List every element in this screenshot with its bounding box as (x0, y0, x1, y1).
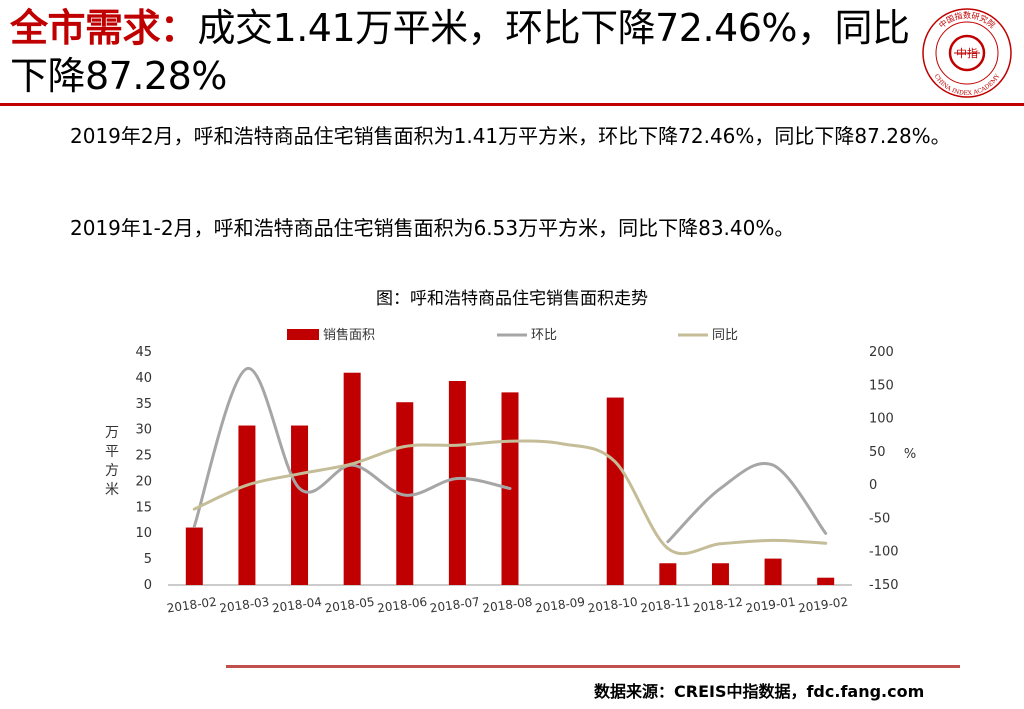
bar-sales (817, 577, 835, 585)
x-tick-label: 2018-07 (429, 595, 481, 616)
chart-title: 图：呼和浩特商品住宅销售面积走势 (376, 289, 648, 309)
legend-label-sales: 销售面积 (323, 327, 375, 343)
logo-center-text: 中指 (956, 46, 978, 60)
bar-sales (343, 372, 361, 585)
x-tick-label: 2019-01 (745, 595, 797, 616)
bar-sales (185, 527, 203, 585)
x-tick-label: 2018-12 (692, 595, 744, 616)
x-tick-label: 2018-11 (639, 595, 691, 616)
y-left-tick-label: 10 (135, 526, 152, 541)
x-tick-label: 2018-08 (482, 595, 534, 616)
y-left-axis-label-char: 平 (105, 444, 119, 460)
x-tick-label: 2018-09 (534, 595, 586, 616)
x-tick-label: 2018-10 (587, 595, 639, 616)
y-left-axis-label-char: 万 (105, 425, 119, 441)
x-tick-label: 2019-02 (797, 595, 849, 616)
title-rest: 成交1.41万平米，环比下降72.46%，同比下降87.28% (10, 6, 910, 98)
bar-sales (659, 563, 677, 585)
y-right-tick-label: 0 (869, 478, 877, 493)
legend-label-yoy: 同比 (712, 328, 738, 343)
x-tick-label: 2018-03 (219, 595, 271, 616)
line-series-mom (192, 367, 512, 528)
summary-paragraph-2: 2019年1-2月，呼和浩特商品住宅销售面积为6.53万平方米，同比下降83.4… (70, 216, 795, 240)
title-highlight: 全市需求： (10, 6, 198, 50)
y-right-axis-label: % (904, 447, 916, 462)
logo-bottom-text: CHINA INDEX ACADEMY (933, 72, 1002, 97)
legend-swatch-sales (287, 329, 319, 340)
y-left-axis-label-char: 方 (105, 463, 119, 479)
y-left-tick-label: 45 (135, 345, 152, 360)
summary-paragraph-1: 2019年2月，呼和浩特商品住宅销售面积为1.41万平方米，环比下降72.46%… (70, 124, 951, 148)
bar-sales (238, 425, 256, 585)
bar-sales (606, 397, 624, 585)
x-tick-label: 2018-02 (166, 595, 218, 616)
y-left-tick-label: 40 (135, 371, 152, 386)
line-series-mom (666, 462, 828, 544)
title-divider (0, 103, 1024, 106)
y-left-tick-label: 15 (135, 500, 152, 515)
footer-divider (226, 665, 960, 668)
data-source: 数据来源：CREIS中指数据，fdc.fang.com (594, 682, 925, 701)
page-title: 全市需求：成交1.41万平米，环比下降72.46%，同比下降87.28% (10, 4, 920, 100)
bar-sales (448, 380, 466, 585)
y-right-tick-label: -50 (869, 511, 890, 526)
logo-top-text: 中国指数研究院 (937, 10, 998, 30)
bar-sales (291, 425, 309, 585)
y-left-axis-label-char: 米 (105, 482, 119, 498)
y-right-tick-label: 150 (869, 378, 894, 393)
y-left-tick-label: 30 (135, 423, 152, 438)
y-right-tick-label: 200 (869, 345, 894, 360)
x-tick-label: 2018-06 (376, 595, 428, 616)
y-left-tick-label: 5 (144, 552, 152, 567)
svg-text:中国指数研究院: 中国指数研究院 (937, 10, 998, 30)
y-left-tick-label: 0 (144, 578, 152, 593)
china-index-academy-logo: 中国指数研究院 CHINA INDEX ACADEMY 中指 (922, 8, 1012, 98)
y-right-tick-label: -150 (869, 578, 899, 593)
bar-sales (764, 558, 782, 585)
y-left-tick-label: 25 (135, 449, 152, 464)
bar-sales (711, 563, 729, 585)
x-tick-label: 2018-04 (271, 595, 323, 616)
svg-text:CHINA INDEX ACADEMY: CHINA INDEX ACADEMY (933, 72, 1002, 97)
y-right-tick-label: -100 (869, 545, 899, 560)
line-series-yoy (192, 439, 828, 556)
y-right-tick-label: 50 (869, 445, 886, 460)
legend-label-mom: 环比 (531, 328, 557, 343)
y-right-tick-label: 100 (869, 412, 894, 427)
y-left-tick-label: 35 (135, 397, 152, 412)
y-left-tick-label: 20 (135, 474, 152, 489)
x-tick-label: 2018-05 (324, 595, 376, 616)
